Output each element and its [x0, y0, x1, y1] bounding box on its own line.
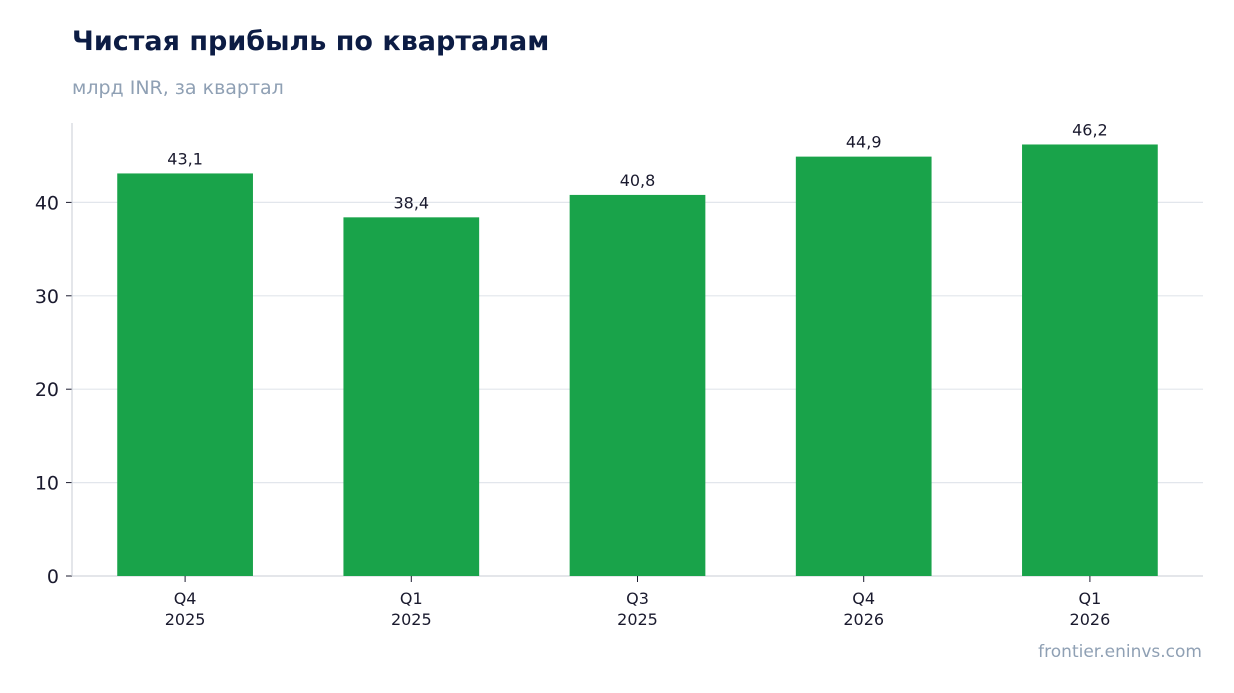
x-tick-label-quarter: Q4 — [852, 589, 875, 608]
bar — [1022, 144, 1158, 576]
data-label: 38,4 — [393, 193, 429, 212]
x-tick-label-quarter: Q1 — [400, 589, 423, 608]
source-label: frontier.eninvs.com — [1038, 642, 1202, 662]
y-tick-label: 30 — [35, 286, 59, 308]
bar — [569, 194, 706, 576]
x-tick-label-quarter: Q3 — [626, 589, 649, 608]
y-tick-label: 10 — [35, 473, 59, 495]
x-tick-label-year: 2025 — [391, 610, 432, 629]
chart-subtitle: млрд INR, за квартал — [72, 77, 284, 99]
x-tick-label-year: 2025 — [165, 610, 206, 629]
x-tick-label-quarter: Q4 — [174, 589, 197, 608]
data-label: 44,9 — [846, 133, 882, 152]
data-label: 46,2 — [1072, 120, 1108, 139]
y-tick-label: 20 — [35, 379, 59, 401]
bar — [117, 173, 253, 576]
x-tick-label-year: 2025 — [617, 610, 658, 629]
bar — [343, 217, 480, 577]
data-label: 43,1 — [167, 149, 203, 168]
data-label: 40,8 — [620, 171, 656, 190]
y-tick-label: 40 — [35, 192, 59, 214]
y-tick-label: 0 — [47, 566, 59, 588]
chart-title: Чистая прибыль по кварталам — [72, 26, 550, 57]
x-tick-label-year: 2026 — [1070, 610, 1111, 629]
x-tick-label-year: 2026 — [843, 610, 884, 629]
bar — [795, 156, 932, 576]
x-tick-label-quarter: Q1 — [1079, 589, 1102, 608]
